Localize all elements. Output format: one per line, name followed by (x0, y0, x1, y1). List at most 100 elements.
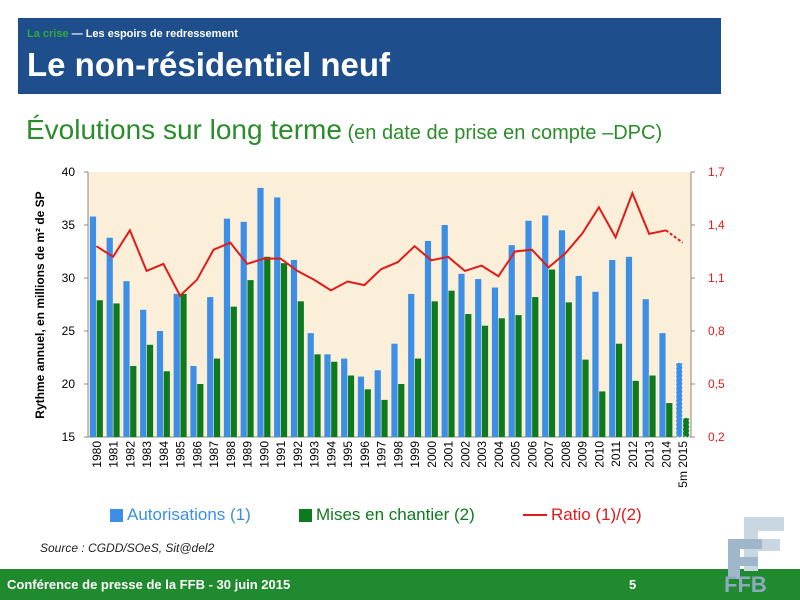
bar-mises-en-chantier-1993 (314, 354, 321, 437)
bar-mises-en-chantier-2005 (515, 315, 522, 437)
bar-mises-en-chantier-2003 (481, 325, 489, 437)
footer-text: Conférence de presse de la FFB - 30 juin… (7, 577, 291, 592)
bar-autorisations-2004 (491, 287, 499, 437)
header-kicker: La crise — Les espoirs de redressement (27, 28, 238, 40)
x-tick-1989: 1989 (241, 441, 255, 468)
x-tick-2003: 2003 (475, 441, 489, 468)
ratio-line-partial-year (665, 229, 684, 244)
footer-band: Conférence de presse de la FFB - 30 juin… (0, 569, 800, 600)
bar-autorisations-2005 (508, 245, 515, 437)
bar-autorisations-1997 (374, 370, 381, 437)
x-tick-1998: 1998 (391, 441, 405, 468)
y-tick-right-1,4: 1,4 (708, 218, 725, 232)
bar-mises-en-chantier-2011 (615, 343, 623, 437)
bar-mises-en-chantier-2000 (431, 301, 438, 437)
legend-item-mises-en-chantier: Mises en chantier (2) (299, 505, 475, 525)
bar-mises-en-chantier-2001 (448, 290, 455, 437)
bar-autorisations-1992 (290, 259, 298, 437)
x-tick-1993: 1993 (308, 441, 322, 468)
bar-mises-en-chantier-1992 (297, 301, 304, 437)
y-ticks-left: 15 20 25 30 35 40 (62, 165, 88, 444)
y-tick-left-35: 35 (62, 218, 76, 232)
bar-mises-en-chantier-1989 (247, 280, 254, 437)
x-ticks: 1980 1981 1982 1983 1984 1985 1986 1987 1988 1989… (90, 441, 690, 488)
x-tick-2014: 2014 (659, 441, 673, 468)
bar-autorisations-1982 (123, 281, 130, 437)
legend-swatch-autorisations (110, 508, 123, 522)
bar-mises-en-chantier-1994 (331, 361, 338, 437)
bar-autorisations-1991 (274, 197, 281, 437)
bar-autorisations-2013 (642, 299, 649, 437)
y-tick-left-20: 20 (62, 377, 76, 391)
y-tick-left-40: 40 (62, 165, 76, 179)
y-tick-left-30: 30 (62, 271, 76, 285)
x-tick-1992: 1992 (291, 441, 305, 468)
bar-mises-en-chantier-1985 (180, 293, 187, 437)
y-axis-label: Rythme annuel, en millions de m² de SP (33, 191, 47, 418)
bars (89, 187, 690, 438)
bar-autorisations-2002 (458, 273, 465, 437)
x-tick-1988: 1988 (224, 441, 238, 468)
x-tick-1982: 1982 (123, 441, 137, 468)
x-tick-1987: 1987 (207, 441, 221, 468)
y-tick-right-0,2: 0,2 (708, 430, 725, 444)
x-tick-1981: 1981 (107, 441, 121, 468)
x-tick-1991: 1991 (274, 441, 288, 468)
logo-text: FFB (724, 572, 767, 595)
x-tick-2001: 2001 (442, 441, 456, 468)
y-tick-right-0,5: 0,5 (708, 377, 725, 391)
bar-autorisations-1990 (257, 187, 264, 437)
bar-mises-en-chantier-1982 (130, 365, 137, 437)
header-band: La crise — Les espoirs de redressement L… (18, 18, 721, 94)
bar-autorisations-2009 (575, 275, 582, 437)
x-tick-2005: 2005 (509, 441, 523, 468)
legend-label-ratio: Ratio (1)/(2) (551, 505, 642, 524)
bar-autorisations-2014 (659, 333, 666, 437)
legend-swatch-ratio (523, 514, 547, 516)
bar-autorisations-1986 (190, 365, 197, 437)
x-tick-1997: 1997 (375, 441, 389, 468)
bar-autorisations-2001 (441, 225, 448, 437)
subtitle: Évolutions sur long terme (en date de pr… (26, 114, 662, 146)
bar-autorisations-1985 (173, 293, 180, 437)
bar-autorisations-1988 (223, 218, 231, 437)
x-tick-2006: 2006 (525, 441, 539, 468)
y-ticks-right: 0,2 0,5 0,8 1,1 1,4 1,7 (691, 165, 725, 444)
bar-mises-en-chantier-1981 (113, 303, 120, 437)
legend-item-autorisations: Autorisations (1) (110, 505, 251, 525)
legend-label-autorisations: Autorisations (1) (127, 505, 251, 524)
bar-mises-en-chantier-2004 (498, 318, 505, 437)
ratio-line (95, 190, 667, 298)
bar-autorisations-2000 (424, 240, 432, 437)
x-tick-2010: 2010 (592, 441, 606, 468)
bar-autorisations-2007 (542, 215, 549, 437)
bar-mises-en-chantier-1987 (213, 358, 221, 437)
legend: Autorisations (1) Mises en chantier (2) … (0, 505, 800, 529)
bar-mises-en-chantier-2009 (582, 359, 589, 437)
bar-autorisations-1983 (140, 309, 147, 437)
bar-mises-en-chantier-1998 (398, 384, 405, 437)
bar-mises-en-chantier-1986 (197, 384, 204, 437)
bar-autorisations-1999 (408, 293, 415, 437)
bar-mises-en-chantier-1996 (364, 389, 371, 437)
x-tick-2012: 2012 (626, 441, 640, 468)
x-tick-1990: 1990 (257, 441, 271, 468)
x-tick-2011: 2011 (609, 441, 623, 467)
subtitle-note: (en date de prise en compte –DPC) (341, 122, 663, 144)
bar-autorisations-1993 (307, 333, 314, 437)
bar-mises-en-chantier-1995 (347, 375, 355, 437)
x-tick-5m-2015: 5m 2015 (676, 441, 690, 488)
bar-mises-en-chantier-2013 (649, 375, 656, 437)
bar-autorisations-2011 (609, 259, 616, 437)
y-tick-left-25: 25 (62, 324, 76, 338)
subtitle-main: Évolutions sur long terme (26, 114, 342, 145)
bar-mises-en-chantier-2007 (548, 269, 556, 437)
bar-autorisations-1995 (341, 358, 348, 437)
ffb-logo: FFB (724, 517, 784, 595)
bar-mises-en-chantier-1983 (146, 344, 154, 437)
bar-autorisations-2003 (475, 279, 482, 437)
x-tick-1995: 1995 (341, 441, 355, 468)
y-tick-left-15: 15 (62, 430, 76, 444)
bar-autorisations-2006 (525, 220, 532, 437)
bar-autorisations-1998 (391, 343, 398, 437)
